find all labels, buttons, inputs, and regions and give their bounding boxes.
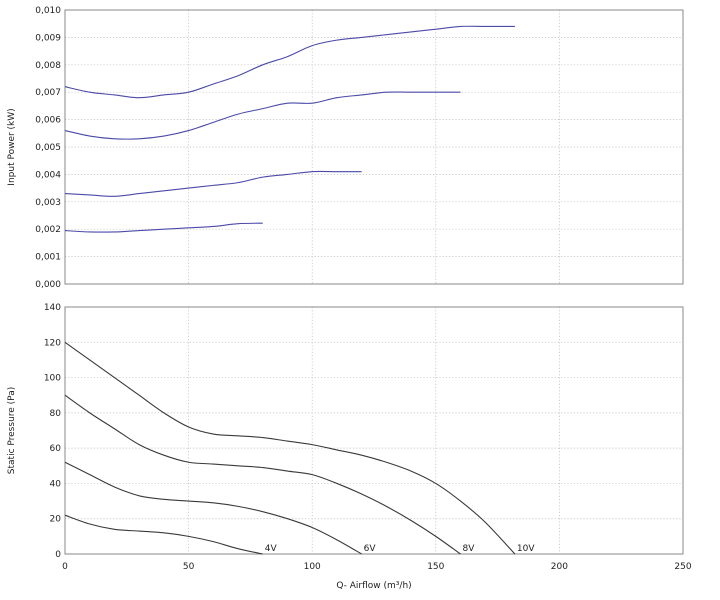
y-tick-label-bottom-4: 80 bbox=[50, 409, 62, 419]
series-line-top-1 bbox=[64, 170, 362, 197]
y-tick-label-bottom-1: 20 bbox=[50, 515, 62, 525]
series-line-bottom-3 bbox=[64, 341, 516, 555]
x-tick-label-bottom-2: 100 bbox=[304, 562, 321, 572]
y-tick-label-top-2: 0,002 bbox=[35, 225, 61, 235]
series-line-bottom-2 bbox=[64, 394, 461, 555]
series-line-top-0 bbox=[64, 222, 263, 233]
x-axis-title-bottom: Q- Airflow (m³/h) bbox=[336, 581, 411, 591]
y-tick-label-top-1: 0,001 bbox=[35, 253, 61, 263]
y-axis-title-bottom: Static Pressure (Pa) bbox=[7, 387, 17, 474]
plot-frame-top bbox=[64, 9, 684, 285]
series-line-bottom-0 bbox=[64, 514, 263, 555]
series-line-top-3 bbox=[64, 25, 515, 99]
x-tick-label-bottom-4: 200 bbox=[551, 562, 568, 572]
static-pressure-plot: 0 20 40 60 80 100 120 140 0 50 100 150 200 250 Static … bbox=[7, 303, 692, 591]
y-tick-label-bottom-6: 120 bbox=[44, 338, 61, 348]
plot-frame-bottom bbox=[64, 306, 684, 555]
y-tick-label-top-3: 0,003 bbox=[35, 198, 61, 208]
y-tick-label-top-6: 0,006 bbox=[35, 116, 61, 126]
y-tick-label-top-7: 0,007 bbox=[35, 88, 61, 98]
series-label-bottom-3: 10V bbox=[517, 544, 535, 554]
series-label-bottom-0: 4V bbox=[265, 544, 278, 554]
y-tick-label-top-5: 0,005 bbox=[35, 143, 61, 153]
y-tick-label-top-4: 0,004 bbox=[35, 170, 61, 180]
series-label-bottom-1: 6V bbox=[364, 544, 377, 554]
y-tick-label-bottom-2: 40 bbox=[50, 479, 62, 489]
x-tick-label-bottom-3: 150 bbox=[427, 562, 444, 572]
x-tick-label-bottom-1: 50 bbox=[183, 562, 195, 572]
series-line-bottom-1 bbox=[64, 461, 362, 555]
y-tick-label-top-10: 0,010 bbox=[35, 6, 61, 16]
x-tick-label-bottom-5: 250 bbox=[674, 562, 691, 572]
y-tick-label-bottom-5: 100 bbox=[44, 374, 61, 384]
y-tick-label-top-0: 0,000 bbox=[35, 280, 61, 290]
input-power-plot: 0,000 0,001 0,002 0,003 0,004 0,005 0,006 0,007… bbox=[7, 6, 684, 290]
x-tick-label-bottom-0: 0 bbox=[62, 562, 68, 572]
y-tick-label-top-9: 0,009 bbox=[35, 33, 61, 43]
series-label-bottom-2: 8V bbox=[463, 544, 476, 554]
y-tick-label-bottom-7: 140 bbox=[44, 303, 61, 313]
y-axis-title-top: Input Power (kW) bbox=[7, 108, 17, 185]
y-tick-label-top-8: 0,008 bbox=[35, 61, 61, 71]
series-line-top-2 bbox=[64, 91, 461, 140]
y-tick-label-bottom-0: 0 bbox=[55, 550, 61, 560]
y-tick-label-bottom-3: 60 bbox=[50, 444, 62, 454]
